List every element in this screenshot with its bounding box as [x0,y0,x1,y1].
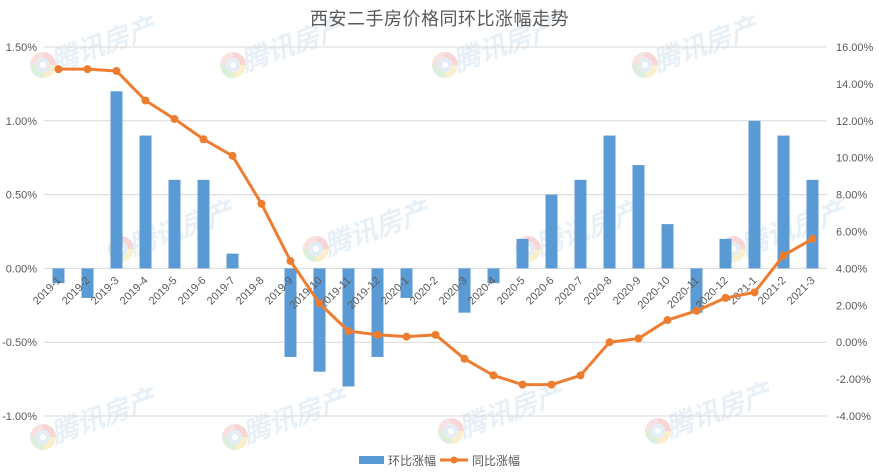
legend-line-marker [450,456,458,464]
right-axis-tick-label: 12.00% [836,116,874,128]
bar [603,135,616,269]
x-axis-tick-label: 2019-6 [176,275,209,308]
x-axis-tick-label: 2019-4 [118,275,151,308]
line-marker [112,66,121,75]
right-axis-tick-label: 8.00% [836,190,867,202]
legend-bar-swatch [359,456,384,464]
line-marker [431,330,440,339]
line-series [54,65,817,389]
bar [458,268,471,313]
line-marker [344,327,353,336]
bar [777,135,790,269]
line-marker [779,251,788,260]
x-axis-tick-label: 2019-1 [31,275,64,308]
line-marker [750,288,759,297]
x-axis-tick-label: 2021-3 [785,275,818,308]
x-axis-tick-label: 2020-5 [495,275,528,308]
line-marker [228,151,237,160]
x-axis-tick-label: 2021-2 [756,275,789,308]
right-axis-tick-label: -2.00% [836,374,871,386]
right-axis-tick-label: 14.00% [836,79,874,91]
line-marker [576,371,585,380]
x-axis-tick-label: 2020-8 [582,275,615,308]
right-axis-tick-label: 10.00% [836,153,874,165]
bar [81,268,94,298]
bar [806,179,819,269]
bar [632,165,645,269]
right-axis-tick-label: 16.00% [836,42,874,54]
bar [110,91,123,269]
line-marker [83,65,92,74]
left-axis-tick-label: -1.00% [2,411,37,423]
left-axis-tick-label: 0.00% [6,263,37,275]
line-marker [257,199,266,208]
bar [284,268,297,357]
right-axis-tick-label: -4.00% [836,411,871,423]
line-marker [634,334,643,343]
bar [400,268,413,298]
bar [197,179,210,269]
line-marker [489,371,498,380]
bar [226,253,239,269]
x-axis-tick-label: 2019-5 [147,275,180,308]
right-axis-tick-label: 2.00% [836,300,867,312]
bar [748,120,761,269]
legend-bar-label: 环比涨幅 [388,453,436,468]
right-axis: 16.00% 14.00% 12.00% 10.00% 8.00% 6.00% 4.00% 2… [836,42,874,423]
line-marker [402,332,411,341]
x-axis-tick-label: 2020-6 [524,275,557,308]
bar [139,135,152,269]
line-marker [54,65,63,74]
right-axis-tick-label: 4.00% [836,263,867,275]
bar-series [52,91,819,387]
left-axis-tick-label: -0.50% [2,337,37,349]
chart-title: 西安二手房价格同环比涨幅走势 [310,9,569,30]
x-axis-tick-label: 2020-10 [636,275,673,312]
bar [487,268,500,284]
line-marker [199,135,208,144]
line-marker [460,354,469,363]
line-marker [315,299,324,308]
left-axis-tick-label: 1.50% [6,42,37,54]
right-axis-tick-label: 0.00% [836,337,867,349]
bar [313,268,326,372]
x-axis-tick-label: 2019-3 [89,275,122,308]
line-marker [605,338,614,347]
x-axis-tick-label: 2020-2 [408,275,441,308]
line-marker [663,316,672,325]
bar [52,268,65,284]
line-marker [286,257,295,266]
bar [690,268,703,313]
bar [719,238,732,269]
line-marker [547,380,556,389]
left-axis-tick-label: 1.00% [6,116,37,128]
x-axis-tick-label: 2019-8 [234,275,267,308]
bar [574,179,587,269]
bar [661,224,674,269]
bar [168,179,181,269]
gridlines [44,46,827,417]
line-marker [373,330,382,339]
x-axis-tick-label: 2020-7 [553,275,586,308]
line-marker [170,114,179,123]
legend: 环比涨幅 同比涨幅 [359,453,520,468]
line-marker [808,234,817,243]
legend-line-label: 同比涨幅 [472,453,520,468]
line-marker [141,96,150,105]
bar [545,194,558,269]
x-axis-tick-label: 2020-4 [466,275,499,308]
line-marker [518,380,527,389]
left-axis: 1.50% 1.00% 0.50% 0.00% -0.50% -1.00% [2,42,37,423]
line-marker [721,293,730,302]
x-axis-tick-label: 2019-7 [205,275,238,308]
bar [516,238,529,269]
left-axis-tick-label: 0.50% [6,190,37,202]
right-axis-tick-label: 6.00% [836,227,867,239]
line-marker [692,306,701,315]
